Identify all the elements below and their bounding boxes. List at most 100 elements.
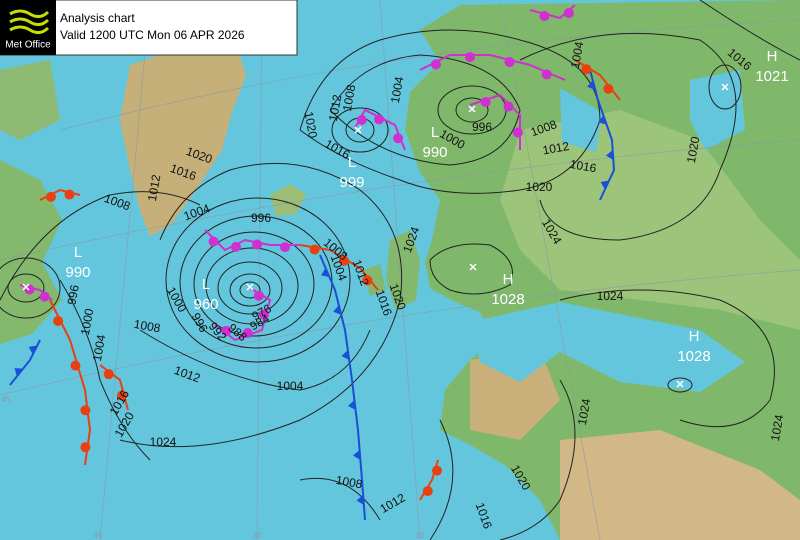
graticule-label: 45 xyxy=(2,395,11,404)
isobar xyxy=(0,257,61,319)
front-symbol xyxy=(64,189,75,200)
isobar xyxy=(205,247,299,325)
centre-pressure: 1028 xyxy=(677,348,710,365)
front-symbol xyxy=(603,83,614,94)
centre-type: L xyxy=(431,124,439,141)
isobar xyxy=(7,273,45,303)
front-symbol xyxy=(600,180,610,190)
isobar xyxy=(229,273,271,307)
front-symbol xyxy=(581,64,592,75)
isobar-label: 1004 xyxy=(388,75,406,104)
centre-cross xyxy=(22,283,30,291)
front-line xyxy=(204,229,300,252)
valid-time: Valid 1200 UTC Mon 06 APR 2026 xyxy=(60,28,245,42)
centre-pressure: 960 xyxy=(193,296,218,313)
isobar-label: 1004 xyxy=(568,40,586,69)
front-symbol xyxy=(356,495,364,505)
isobar-label: 996 xyxy=(251,211,271,225)
centre-cross xyxy=(469,263,477,271)
front-symbol xyxy=(587,80,596,90)
centre-type: L xyxy=(202,276,210,293)
isobar-label: 1008 xyxy=(133,317,162,335)
front-symbol xyxy=(541,69,552,80)
front-symbol xyxy=(242,328,253,339)
graticule-label: 30 xyxy=(253,531,262,540)
front-symbol xyxy=(45,191,56,202)
front-symbol xyxy=(362,275,373,286)
front-symbol xyxy=(309,244,320,255)
front-symbol xyxy=(14,368,24,377)
front-symbol xyxy=(422,486,433,497)
front-symbol xyxy=(80,405,91,416)
front-symbol xyxy=(504,57,515,68)
centre-pressure: 990 xyxy=(65,264,90,281)
fronts xyxy=(9,4,621,521)
front-symbol xyxy=(432,465,443,476)
centre-cross xyxy=(676,380,684,388)
centre-pressure: 1028 xyxy=(491,291,524,308)
isobar-label: 1020 xyxy=(684,135,702,164)
front-symbol xyxy=(356,115,367,126)
centre-pressure: 990 xyxy=(422,144,447,161)
front-line xyxy=(49,299,92,466)
front-symbol xyxy=(39,291,50,302)
isobar-label: 1012 xyxy=(326,93,344,122)
front-symbol xyxy=(341,350,350,360)
front-symbol xyxy=(374,114,385,125)
front-symbol xyxy=(430,59,441,70)
isobar xyxy=(193,231,315,337)
front-symbol xyxy=(606,150,614,160)
isobar-label: 1004 xyxy=(277,379,304,393)
isobar-label: 1008 xyxy=(340,83,358,112)
front-symbol xyxy=(116,390,127,401)
front-symbol xyxy=(280,242,290,253)
isobar-label: 1016 xyxy=(569,157,598,175)
front-symbol xyxy=(70,360,81,371)
isobar xyxy=(455,97,489,123)
front-symbol xyxy=(503,101,514,112)
centre-type: L xyxy=(348,154,356,171)
front-symbol xyxy=(258,309,269,320)
front-symbol xyxy=(465,52,475,63)
front-symbol xyxy=(28,345,38,355)
isobar-label: 996 xyxy=(472,120,492,134)
front-line xyxy=(574,59,621,101)
front-symbol xyxy=(80,442,91,453)
centre-pressure: 1021 xyxy=(755,68,788,85)
logo-mark xyxy=(9,9,50,35)
front-symbol xyxy=(480,96,491,107)
front-symbol xyxy=(252,239,263,250)
centre-type: H xyxy=(689,328,700,345)
front-symbol xyxy=(333,305,342,315)
front-line xyxy=(319,254,366,521)
isobar-label: 1012 xyxy=(541,139,570,157)
front-symbol xyxy=(598,115,607,125)
header: Met Office Analysis chart Valid 1200 UTC… xyxy=(0,0,298,56)
isobar-label: 1020 xyxy=(302,110,320,139)
isobar-label: 1024 xyxy=(768,413,786,442)
front-line xyxy=(419,54,566,81)
front-symbol xyxy=(338,255,349,266)
isobar-label: 1000 xyxy=(78,307,96,336)
front-symbol xyxy=(230,241,241,252)
isobar-label: 1024 xyxy=(597,289,624,303)
graticule-label: 45 xyxy=(94,531,103,540)
isobar-label: 1024 xyxy=(575,397,593,426)
front-symbol xyxy=(512,127,523,138)
front-symbol xyxy=(321,267,330,278)
centre-cross xyxy=(354,126,362,134)
isobar-label: 1020 xyxy=(526,180,553,194)
front-symbol xyxy=(348,400,356,410)
isobar xyxy=(165,197,351,363)
front-symbol xyxy=(353,450,361,460)
centre-type: H xyxy=(503,271,514,288)
front-symbol xyxy=(208,236,219,247)
isobar-label: 1012 xyxy=(145,173,163,202)
centre-type: H xyxy=(767,48,778,65)
isobar-label: 996 xyxy=(65,283,82,305)
centre-cross xyxy=(721,83,729,91)
isobar-label: 1004 xyxy=(90,333,108,362)
